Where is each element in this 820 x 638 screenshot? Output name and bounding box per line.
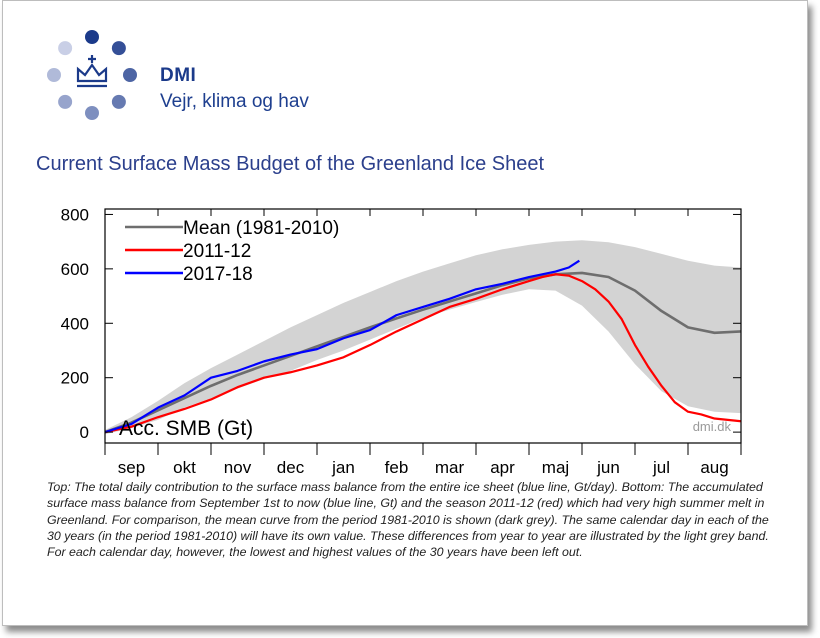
legend-label: Mean (1981-2010) — [183, 218, 339, 239]
series-line-2011-12 — [104, 273, 742, 434]
x-tick-label: jun — [596, 458, 620, 477]
brand-tagline: Vejr, klima og hav — [160, 91, 309, 112]
x-tick-label: mar — [435, 458, 465, 477]
x-tick-label: feb — [385, 458, 409, 477]
page-title: Current Surface Mass Budget of the Green… — [36, 153, 545, 175]
x-tick-label: jul — [652, 458, 670, 477]
watermark: dmi.dk — [693, 419, 732, 434]
smb-chart: 0 200 400 600 800 sep okt nov dec jan feb mar apr maj… — [61, 205, 742, 477]
logo-dot — [85, 30, 99, 44]
y-tick-label: 400 — [61, 314, 89, 333]
brand-block: DMI Vejr, klima og hav — [160, 65, 309, 113]
x-tick-label: okt — [173, 458, 196, 477]
legend-label: 2011-12 — [183, 241, 251, 262]
x-tick-label: dec — [277, 458, 305, 477]
page-frame: DMI Vejr, klima og hav Current Surface M… — [2, 0, 808, 626]
x-tick-label: apr — [490, 458, 515, 477]
x-tick-label: jan — [331, 458, 355, 477]
dmi-logo — [47, 30, 137, 120]
figure-caption: Top: The total daily contribution to the… — [47, 480, 769, 560]
logo-dot — [58, 94, 73, 109]
x-tick-label: nov — [224, 458, 252, 477]
series-line-2017-18 — [104, 259, 580, 434]
y-tick-label: 0 — [80, 423, 89, 442]
logo-dot — [85, 106, 99, 120]
legend-label: 2017-18 — [183, 264, 253, 285]
logo-dot — [58, 41, 73, 56]
x-tick-label: sep — [118, 458, 145, 477]
y-tick-label: 800 — [61, 205, 89, 224]
series-line-mean-1981-2010- — [104, 271, 742, 434]
crown-icon — [76, 55, 108, 88]
logo-dot — [111, 41, 126, 56]
x-tick-label: maj — [542, 458, 569, 477]
brand-name: DMI — [160, 65, 197, 86]
logo-dot — [47, 68, 61, 82]
x-tick-label: aug — [700, 458, 728, 477]
range-band — [105, 240, 741, 435]
in-plot-label: Acc. SMB (Gt) — [119, 417, 253, 440]
y-tick-label: 600 — [61, 260, 89, 279]
logo-dot — [111, 94, 126, 109]
logo-dot — [123, 68, 137, 82]
y-tick-label: 200 — [61, 369, 89, 388]
